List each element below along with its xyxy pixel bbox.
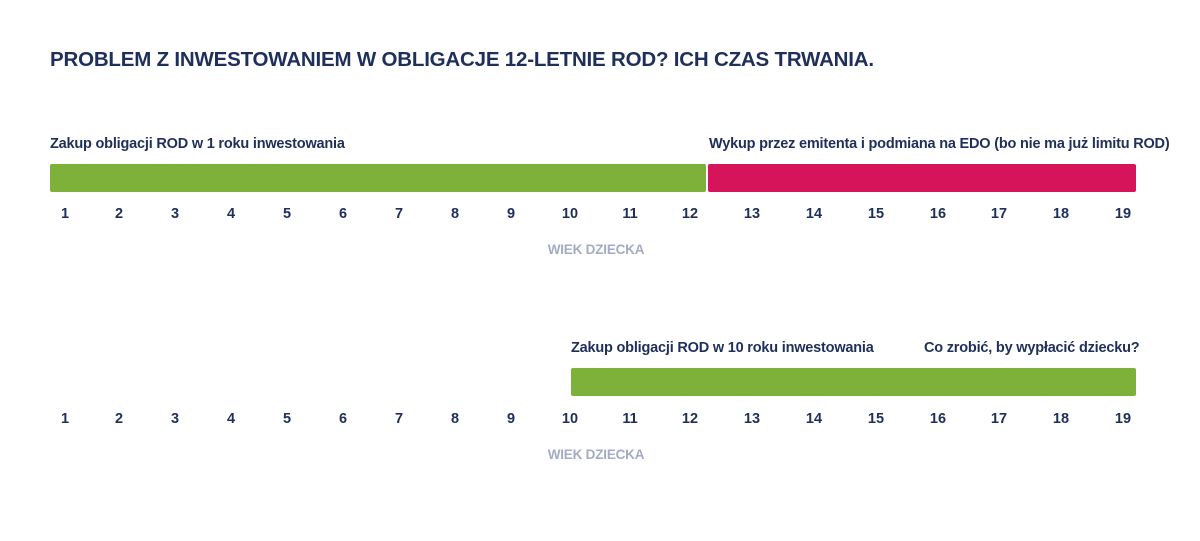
tick-label: 5 <box>282 206 292 222</box>
tick-label: 2 <box>114 411 124 427</box>
tick-label: 11 <box>622 411 638 427</box>
tick-label: 15 <box>867 206 885 222</box>
tick-label: 10 <box>561 206 579 222</box>
tick-label: 7 <box>394 206 404 222</box>
tick-label: 2 <box>114 206 124 222</box>
tick-label: 8 <box>450 411 460 427</box>
tick-label: 3 <box>170 411 180 427</box>
timeline-1-right-label: Wykup przez emitenta i podmiana na EDO (… <box>709 136 1170 152</box>
tick-label: 1 <box>60 206 70 222</box>
timeline-2-axis-label: WIEK DZIECKA <box>547 447 645 462</box>
timeline-2-right-label: Co zrobić, by wypłacić dziecku? <box>924 340 1140 356</box>
tick-label: 9 <box>506 411 516 427</box>
timeline-1-axis-label: WIEK DZIECKA <box>547 242 645 257</box>
tick-label: 16 <box>929 411 947 427</box>
tick-label: 6 <box>338 206 348 222</box>
tick-label: 11 <box>622 206 638 222</box>
tick-label: 1 <box>60 411 70 427</box>
tick-label: 13 <box>743 411 761 427</box>
tick-label: 18 <box>1052 206 1070 222</box>
tick-label: 19 <box>1114 206 1132 222</box>
tick-label: 7 <box>394 411 404 427</box>
tick-label: 14 <box>805 411 823 427</box>
tick-label: 6 <box>338 411 348 427</box>
tick-label: 15 <box>867 411 885 427</box>
diagram-title: PROBLEM Z INWESTOWANIEM W OBLIGACJE 12-L… <box>50 48 874 71</box>
tick-label: 8 <box>450 206 460 222</box>
tick-label: 17 <box>990 411 1008 427</box>
timeline-1-red-bar <box>708 164 1136 192</box>
tick-label: 12 <box>681 411 699 427</box>
timeline-2-green-bar <box>571 368 1136 396</box>
tick-label: 10 <box>561 411 579 427</box>
timeline-1-green-bar <box>50 164 706 192</box>
tick-label: 4 <box>226 206 236 222</box>
tick-label: 18 <box>1052 411 1070 427</box>
tick-label: 17 <box>990 206 1008 222</box>
tick-label: 13 <box>743 206 761 222</box>
tick-label: 9 <box>506 206 516 222</box>
tick-label: 14 <box>805 206 823 222</box>
tick-label: 4 <box>226 411 236 427</box>
tick-label: 16 <box>929 206 947 222</box>
timeline-1-left-label: Zakup obligacji ROD w 1 roku inwestowani… <box>50 136 345 152</box>
tick-label: 19 <box>1114 411 1132 427</box>
timeline-2-left-label: Zakup obligacji ROD w 10 roku inwestowan… <box>571 340 874 356</box>
tick-label: 3 <box>170 206 180 222</box>
tick-label: 5 <box>282 411 292 427</box>
tick-label: 12 <box>681 206 699 222</box>
